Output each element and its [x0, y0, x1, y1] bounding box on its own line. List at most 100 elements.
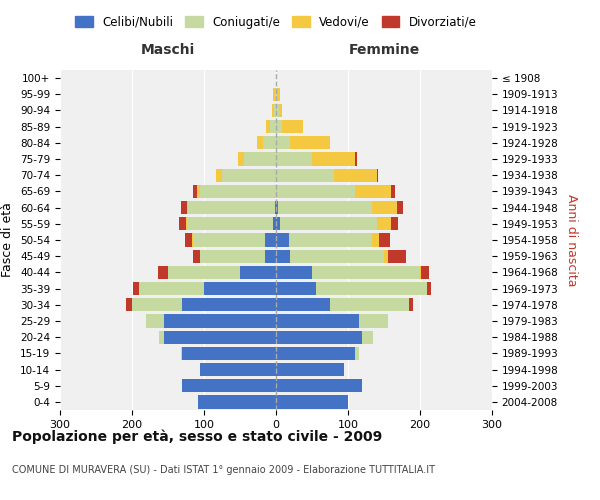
Bar [185, 234, 193, 246]
Bar [181, 346, 182, 360]
Text: Popolazione per età, sesso e stato civile - 2009: Popolazione per età, sesso e stato civil… [12, 430, 382, 444]
Bar [181, 201, 187, 214]
Bar [265, 250, 276, 263]
Bar [372, 201, 397, 214]
Bar [377, 217, 391, 230]
Bar [312, 266, 420, 279]
Bar [273, 88, 275, 101]
Bar [276, 120, 282, 134]
Bar [409, 298, 413, 312]
Bar [164, 314, 276, 328]
Bar [257, 136, 263, 149]
Bar [158, 266, 168, 279]
Bar [276, 250, 290, 263]
Bar [355, 346, 359, 360]
Bar [355, 152, 356, 166]
Bar [377, 168, 378, 182]
Bar [146, 314, 164, 328]
Bar [244, 152, 276, 166]
Bar [182, 346, 276, 360]
Bar [158, 330, 164, 344]
Bar [275, 201, 276, 214]
Bar [193, 234, 265, 246]
Bar [420, 266, 421, 279]
Bar [198, 396, 276, 408]
Bar [379, 234, 390, 246]
Bar [278, 201, 372, 214]
Bar [280, 217, 377, 230]
Bar [132, 298, 182, 312]
Bar [276, 234, 289, 246]
Bar [421, 266, 428, 279]
Legend: Celibi/Nubili, Coniugati/e, Vedovi/e, Divorziati/e: Celibi/Nubili, Coniugati/e, Vedovi/e, Di… [71, 11, 481, 34]
Bar [397, 201, 403, 214]
Bar [270, 120, 276, 134]
Bar [427, 282, 431, 295]
Bar [273, 217, 276, 230]
Bar [276, 168, 334, 182]
Bar [289, 234, 372, 246]
Bar [276, 136, 290, 149]
Bar [197, 185, 200, 198]
Bar [276, 298, 330, 312]
Bar [388, 250, 406, 263]
Y-axis label: Fasce di età: Fasce di età [1, 202, 14, 278]
Bar [359, 314, 388, 328]
Bar [182, 379, 276, 392]
Bar [276, 379, 362, 392]
Bar [276, 104, 279, 117]
Bar [182, 298, 276, 312]
Bar [200, 185, 276, 198]
Text: Maschi: Maschi [141, 43, 195, 57]
Bar [274, 104, 276, 117]
Text: COMUNE DI MURAVERA (SU) - Dati ISTAT 1° gennaio 2009 - Elaborazione TUTTITALIA.I: COMUNE DI MURAVERA (SU) - Dati ISTAT 1° … [12, 465, 435, 475]
Bar [276, 201, 278, 214]
Bar [168, 266, 240, 279]
Bar [222, 168, 276, 182]
Bar [200, 363, 276, 376]
Bar [193, 250, 200, 263]
Bar [179, 217, 186, 230]
Bar [277, 88, 280, 101]
Bar [139, 282, 204, 295]
Bar [186, 217, 187, 230]
Bar [164, 330, 276, 344]
Bar [391, 185, 395, 198]
Bar [276, 266, 312, 279]
Bar [216, 168, 222, 182]
Bar [263, 136, 276, 149]
Bar [275, 88, 276, 101]
Bar [276, 363, 344, 376]
Bar [276, 396, 348, 408]
Bar [282, 120, 304, 134]
Bar [276, 88, 277, 101]
Bar [330, 298, 409, 312]
Bar [276, 185, 355, 198]
Bar [187, 201, 188, 214]
Bar [238, 152, 244, 166]
Bar [276, 330, 362, 344]
Bar [276, 152, 312, 166]
Bar [187, 217, 273, 230]
Bar [272, 104, 274, 117]
Bar [193, 185, 197, 198]
Bar [126, 298, 132, 312]
Bar [312, 152, 355, 166]
Y-axis label: Anni di nascita: Anni di nascita [565, 194, 578, 286]
Bar [290, 136, 330, 149]
Bar [266, 120, 270, 134]
Bar [200, 250, 265, 263]
Bar [133, 282, 139, 295]
Text: Femmine: Femmine [349, 43, 419, 57]
Bar [316, 282, 427, 295]
Bar [362, 330, 373, 344]
Bar [384, 250, 388, 263]
Bar [372, 234, 379, 246]
Bar [290, 250, 384, 263]
Bar [265, 234, 276, 246]
Bar [276, 217, 280, 230]
Bar [204, 282, 276, 295]
Bar [355, 185, 391, 198]
Bar [279, 104, 283, 117]
Bar [391, 217, 398, 230]
